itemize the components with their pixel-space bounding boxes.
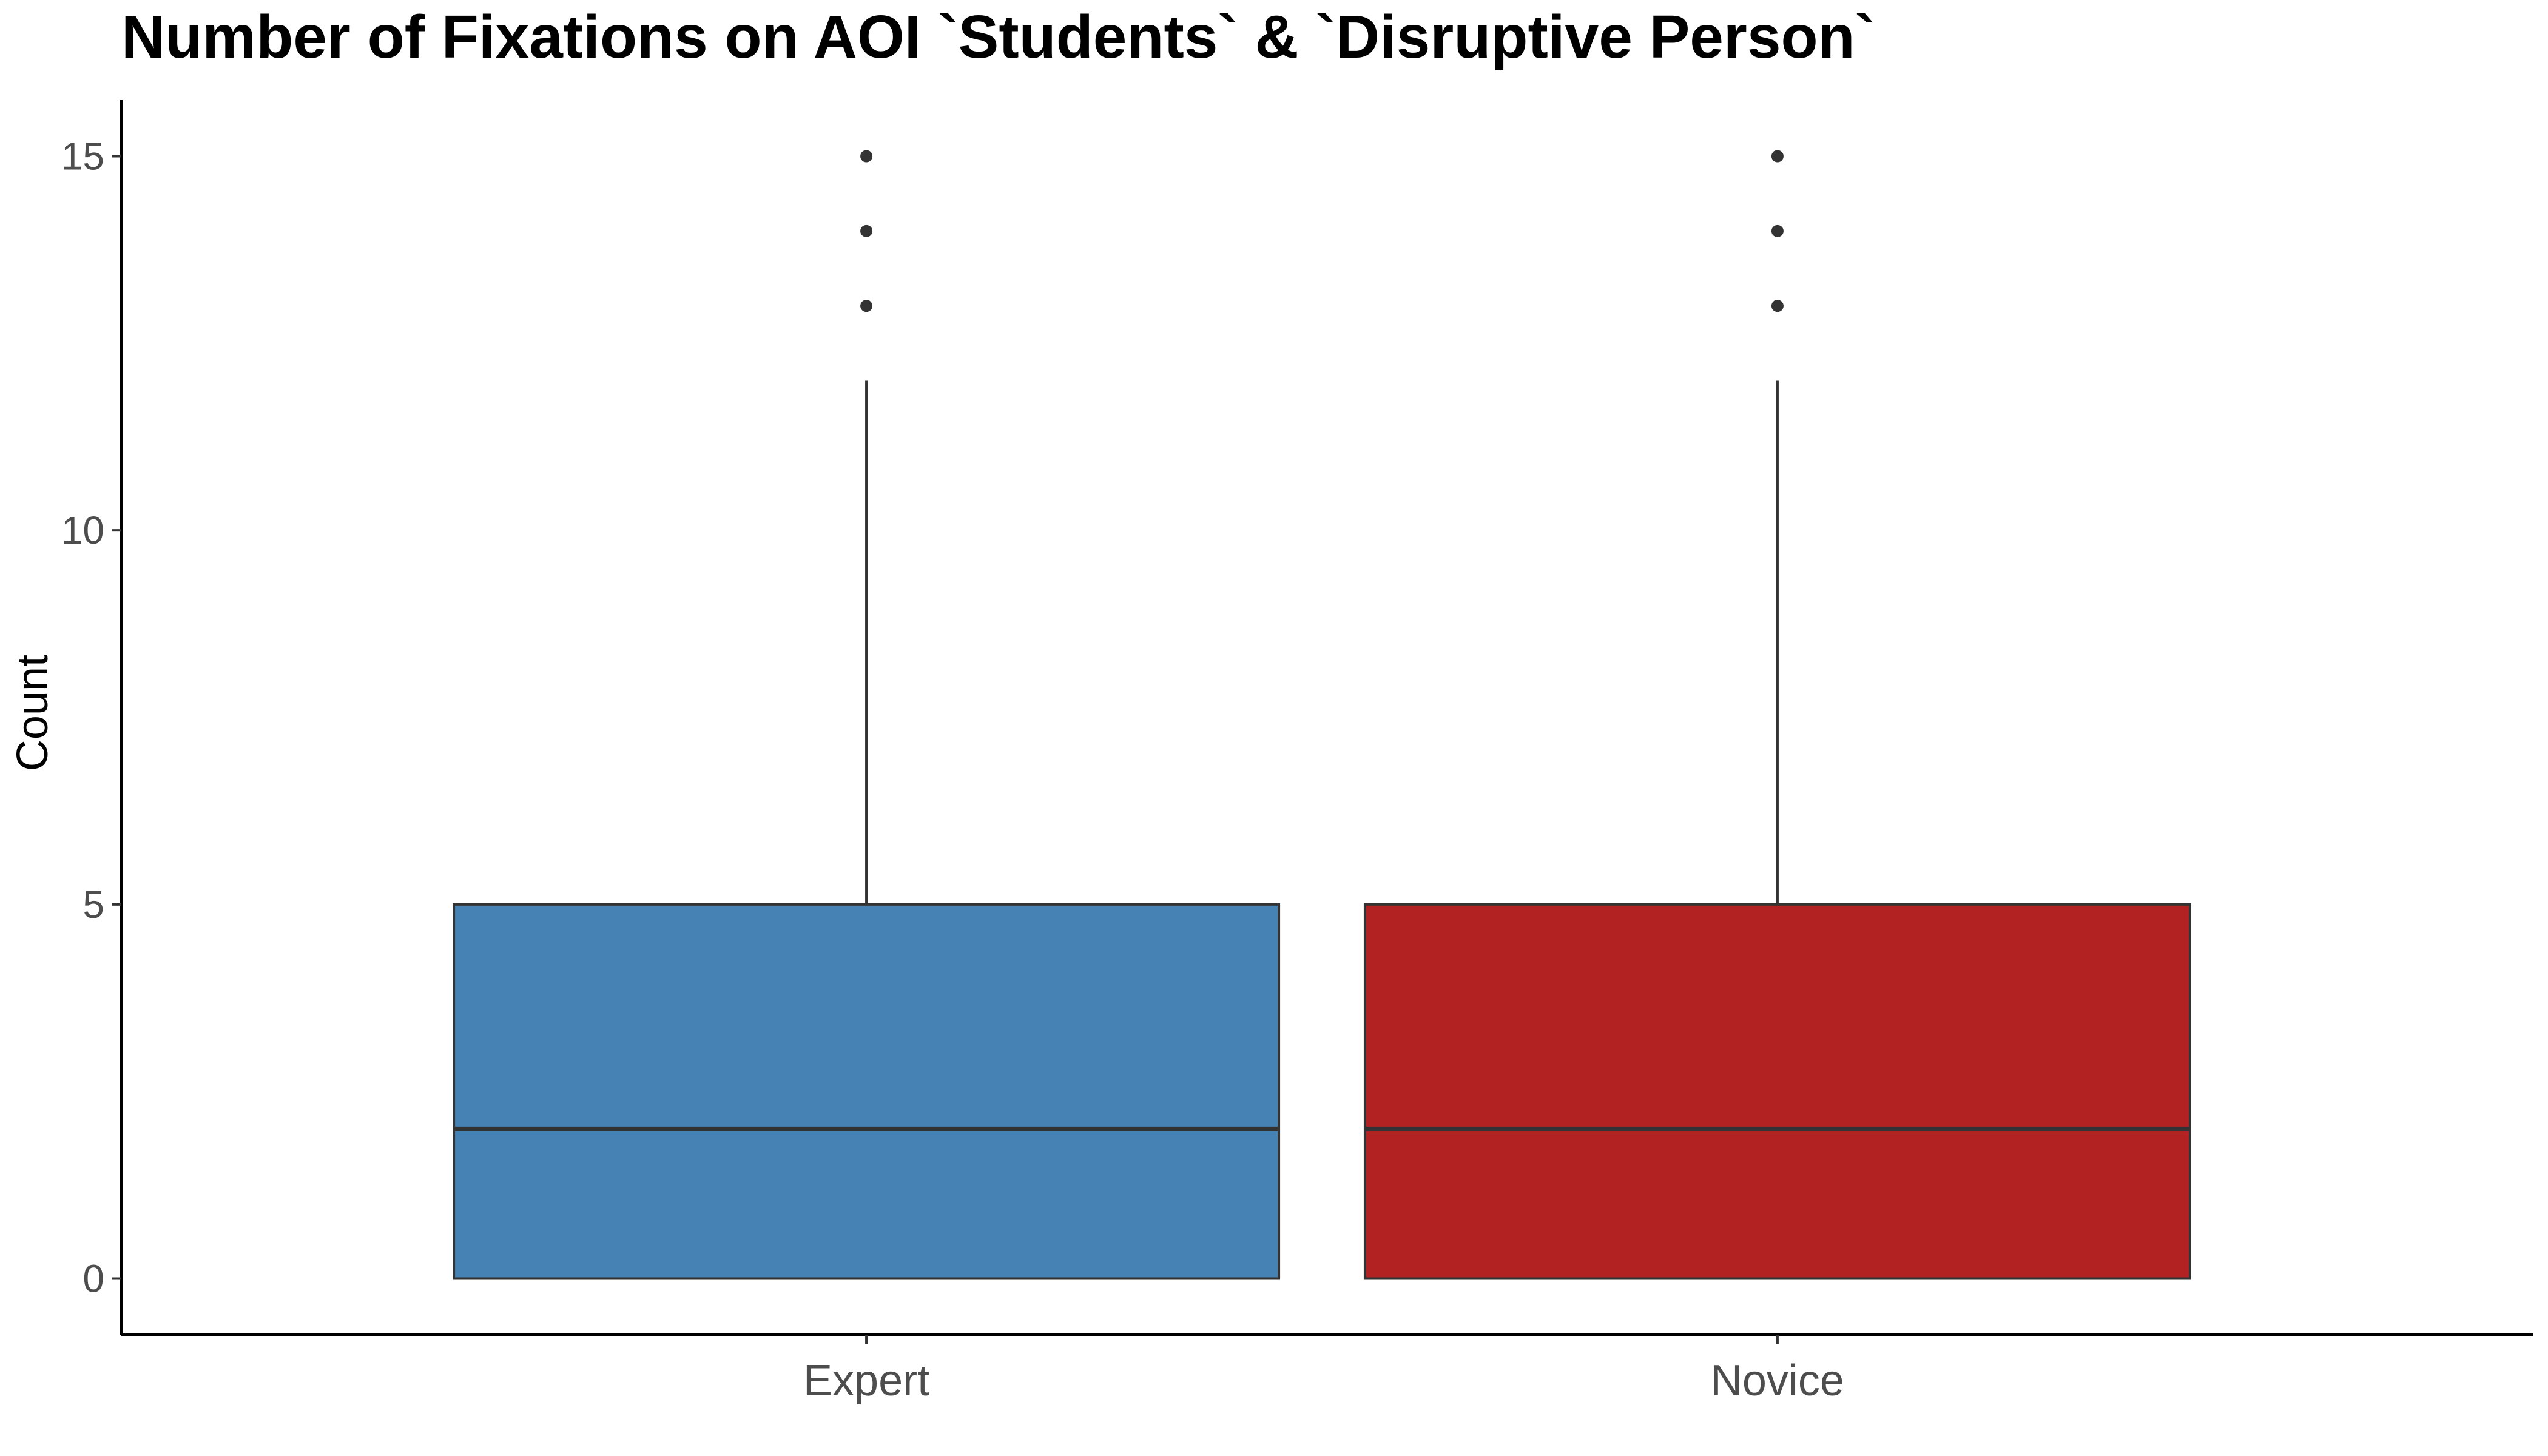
outlier-point xyxy=(1771,150,1784,163)
x-tick-label-expert: Expert xyxy=(803,1357,929,1405)
box-expert xyxy=(453,150,1281,1280)
box-body xyxy=(1363,903,2191,1280)
chart-title: Number of Fixations on AOI `Students` & … xyxy=(121,3,1875,71)
y-tick-label: 10 xyxy=(61,508,104,552)
plot-area: 0 5 10 15 Expert Novice xyxy=(61,100,2533,1405)
y-tick-label: 15 xyxy=(61,135,104,178)
y-tick-label: 0 xyxy=(83,1257,104,1301)
outlier-point xyxy=(860,150,873,163)
y-axis-title: Count xyxy=(8,655,57,771)
outlier-point xyxy=(860,224,873,237)
box-novice xyxy=(1363,150,2191,1280)
y-tick-label: 5 xyxy=(83,883,104,926)
outlier-point xyxy=(1771,224,1784,237)
x-tick-label-novice: Novice xyxy=(1711,1357,1844,1405)
outlier-point xyxy=(860,300,873,312)
box-body xyxy=(453,903,1281,1280)
outlier-point xyxy=(1771,300,1784,312)
